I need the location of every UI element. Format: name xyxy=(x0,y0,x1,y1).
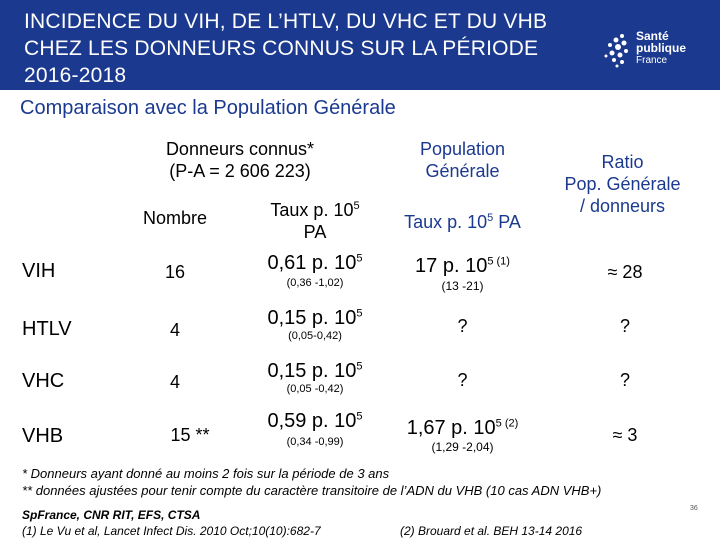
ratio-line-1: Ratio xyxy=(601,152,644,172)
row-pop-value: 17 p. 10 xyxy=(415,255,488,277)
row-pop-exp: 5 xyxy=(487,255,494,268)
page-number: 36 xyxy=(690,505,698,512)
taux-header-prefix: Taux p. 10 xyxy=(270,200,354,220)
row-taux-ci: (0,05 -0,42) xyxy=(286,383,344,395)
row-taux-exp: 5 xyxy=(356,410,363,423)
row-label: VHB xyxy=(22,425,64,447)
subtitle: Comparaison avec la Population Générale xyxy=(20,97,396,119)
popgen-taux-header: Taux p. 105 PA xyxy=(390,207,535,233)
row-ratio: ≈ 28 xyxy=(607,262,643,282)
row-taux: 0,15 p. 105 xyxy=(250,360,380,383)
row-taux-value: 0,15 p. 10 xyxy=(267,307,357,329)
row-pop: 17 p. 105 (1) xyxy=(385,255,540,278)
popgen-line-1: Population xyxy=(419,139,506,159)
row-taux-value: 0,61 p. 10 xyxy=(267,252,357,274)
row-nombre: 15 ** xyxy=(170,425,210,445)
row-label: VIH xyxy=(22,260,56,282)
row-pop-value: ? xyxy=(457,370,468,390)
donneurs-group-line-2: (P-A = 2 606 223) xyxy=(169,161,311,181)
sante-publique-france-logo: Santé publique France xyxy=(600,30,710,74)
row-nombre: 4 xyxy=(169,320,180,340)
logo-line-2: publique xyxy=(636,41,686,55)
row-taux-ci: (0,34 -0,99) xyxy=(286,436,344,448)
row-pop-value: ? xyxy=(457,316,468,336)
row-pop-ref: (2) xyxy=(501,417,519,430)
donneurs-group-line-1: Donneurs connus* xyxy=(165,139,315,159)
reference-1: (1) Le Vu et al, Lancet Infect Dis. 2010… xyxy=(22,524,321,538)
row-pop-ref: (1) xyxy=(493,255,510,268)
ratio-header: Ratio Pop. Générale / donneurs xyxy=(550,151,695,217)
footnote-1: * Donneurs ayant donné au moins 2 fois s… xyxy=(22,466,390,481)
row-label: VHC xyxy=(22,370,65,392)
ratio-line-3: / donneurs xyxy=(579,196,666,216)
ratio-line-2: Pop. Générale xyxy=(564,174,681,194)
taux-header-suffix: PA xyxy=(303,222,327,242)
footnotes: * Donneurs ayant donné au moins 2 fois s… xyxy=(22,465,712,499)
reference-2: (2) Brouard et al. BEH 13-14 2016 xyxy=(400,524,583,538)
row-taux-exp: 5 xyxy=(356,307,363,320)
row-pop-ci: (1,29 -2,04) xyxy=(431,440,494,454)
row-taux-ci: (0,36 -1,02) xyxy=(286,277,344,289)
popgen-taux-prefix: Taux p. 10 xyxy=(404,212,488,232)
row-taux: 0,15 p. 105 xyxy=(250,307,380,330)
logo-dots-icon xyxy=(604,34,628,68)
popgen-taux-suffix: PA xyxy=(493,212,521,232)
row-taux-value: 0,15 p. 10 xyxy=(267,360,357,382)
row-taux-value: 0,59 p. 10 xyxy=(267,410,357,432)
nombre-header: Nombre xyxy=(142,208,208,228)
row-pop-exp: 5 xyxy=(495,417,502,430)
donneurs-group-header: Donneurs connus* (P-A = 2 606 223) xyxy=(140,138,340,182)
row-taux-ci: (0,05-0,42) xyxy=(288,330,342,342)
row-pop: 1,67 p. 105 (2) xyxy=(385,417,540,440)
row-pop-ci: (13 -21) xyxy=(441,279,484,293)
popgen-line-2: Générale xyxy=(425,161,500,181)
row-pop-value: 1,67 p. 10 xyxy=(406,417,496,439)
row-label: HTLV xyxy=(22,318,72,340)
row-taux-exp: 5 xyxy=(356,360,363,373)
row-ratio: ? xyxy=(619,370,630,390)
popgen-taux-exp: 5 xyxy=(487,212,494,224)
logo-line-3: France xyxy=(636,55,668,66)
row-taux: 0,61 p. 105 xyxy=(250,252,380,275)
source-credit: SpFrance, CNR RIT, EFS, CTSA xyxy=(22,508,201,522)
logo-line-1: Santé xyxy=(636,29,669,43)
header-banner: INCIDENCE DU VIH, DE L’HTLV, DU VHC ET D… xyxy=(0,0,720,90)
row-nombre: 16 xyxy=(164,262,186,282)
taux-header: Taux p. 105 PA xyxy=(250,195,380,243)
row-ratio: ? xyxy=(619,316,630,336)
logo-text: Santé publique France xyxy=(636,30,686,67)
row-nombre: 4 xyxy=(169,372,180,392)
taux-header-exp: 5 xyxy=(353,200,360,212)
row-taux: 0,59 p. 105 xyxy=(250,410,380,433)
footnote-2: ** données ajustées pour tenir compte du… xyxy=(22,483,602,498)
popgen-header: Population Générale xyxy=(390,138,535,182)
row-taux-exp: 5 xyxy=(356,252,363,265)
slide-title: INCIDENCE DU VIH, DE L’HTLV, DU VHC ET D… xyxy=(24,10,548,87)
row-ratio: ≈ 3 xyxy=(612,425,638,445)
